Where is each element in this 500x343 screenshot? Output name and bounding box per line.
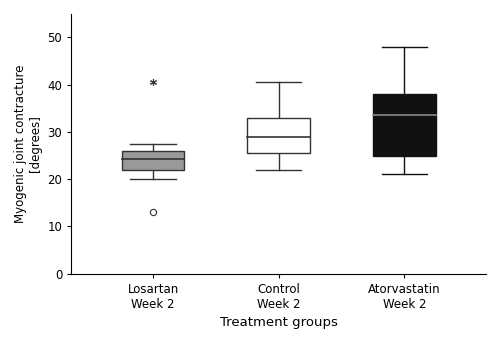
Bar <box>373 94 436 155</box>
Bar <box>248 118 310 153</box>
Bar <box>122 151 184 170</box>
Y-axis label: Myogenic joint contracture
[degrees]: Myogenic joint contracture [degrees] <box>14 64 42 223</box>
X-axis label: Treatment groups: Treatment groups <box>220 316 338 329</box>
